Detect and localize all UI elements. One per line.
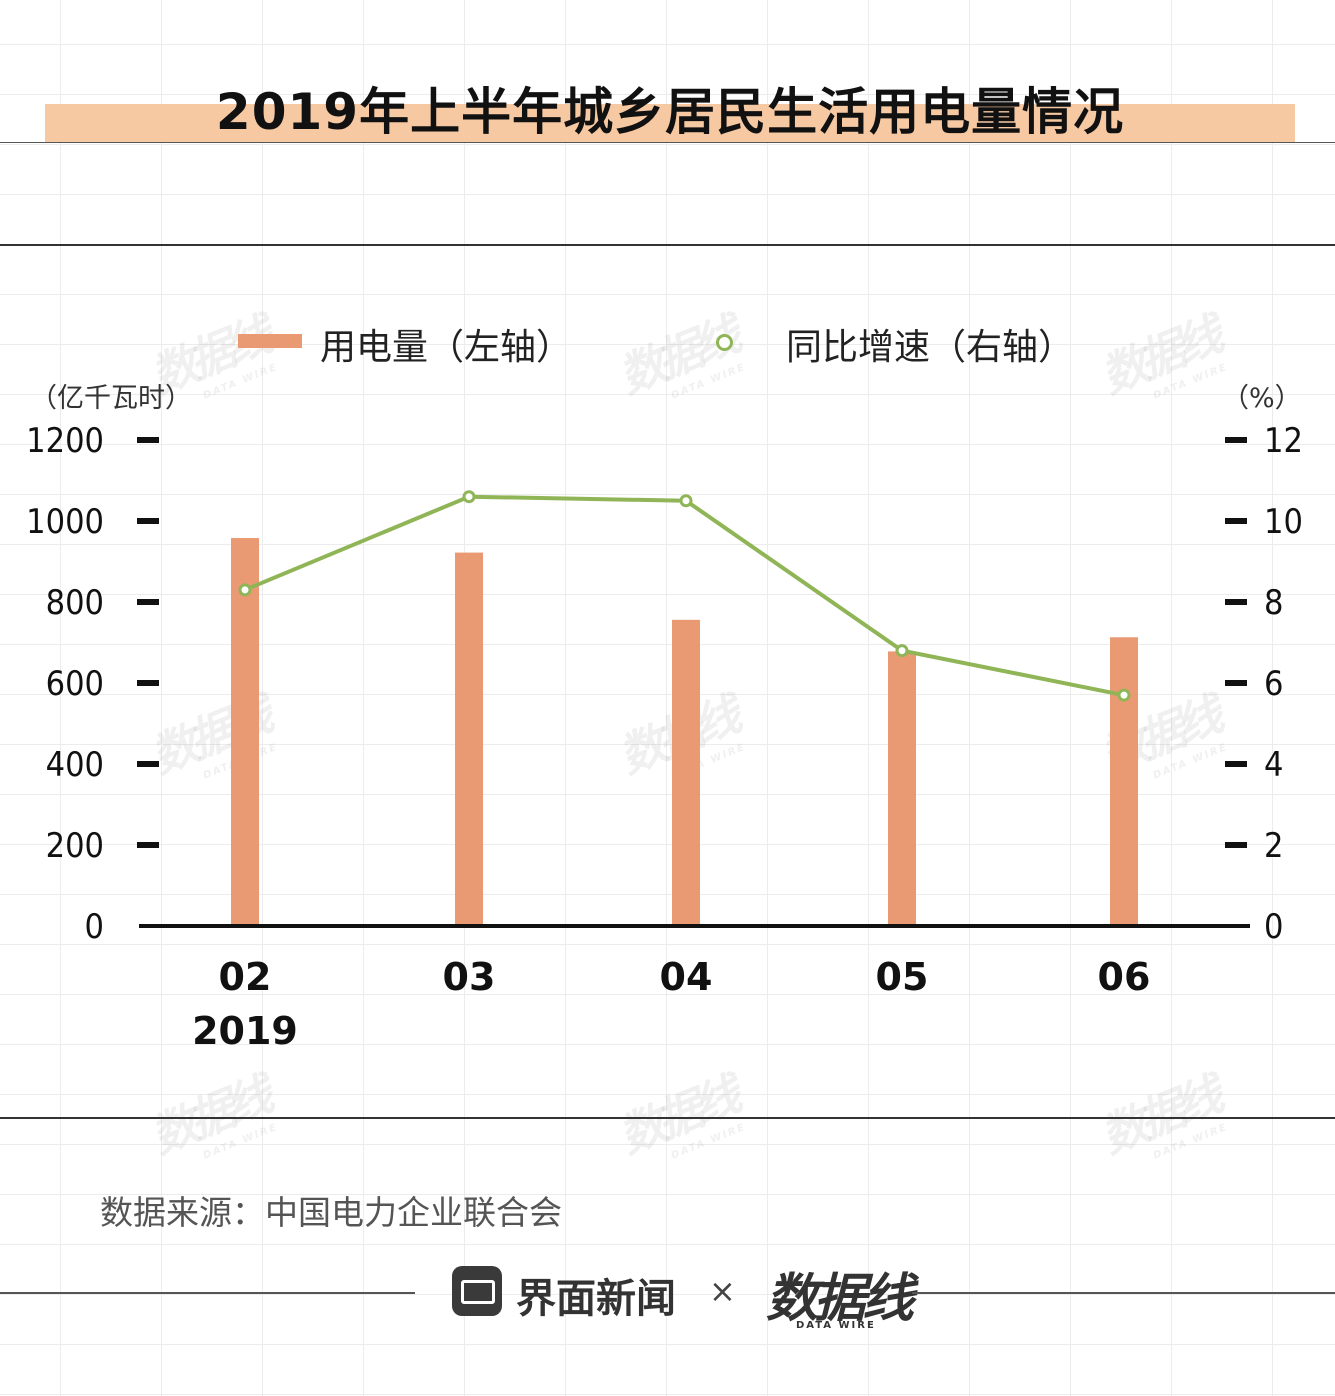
legend-line-marker — [716, 334, 733, 351]
left-axis-unit: （亿千瓦时） — [30, 383, 192, 414]
brand-datawire-logo: 数据线 — [766, 1269, 914, 1329]
footer-line-right — [912, 1292, 1335, 1294]
right-axis-unit: （%） — [1222, 383, 1302, 414]
bar — [672, 619, 700, 926]
bar — [455, 552, 483, 926]
right-tick-label: 2 — [1264, 826, 1283, 866]
bar-series — [231, 538, 1138, 926]
legend-bar-label: 用电量（左轴） — [320, 327, 573, 368]
left-tick-label: 1000 — [26, 502, 104, 542]
data-source: 数据来源：中国电力企业联合会 — [100, 1193, 562, 1232]
x-axis-labels: 02 2019 03 04 05 06 — [192, 955, 1150, 1053]
growth-point — [238, 583, 252, 597]
x-tick-label: 04 — [660, 955, 713, 999]
right-axis: 0 2 4 6 8 10 12 — [1225, 421, 1303, 947]
chart-bottom-divider — [0, 1117, 1335, 1119]
right-tick-label: 12 — [1264, 421, 1303, 461]
bar — [231, 538, 259, 926]
title-highlight — [45, 104, 1295, 142]
left-tick-label: 0 — [85, 907, 104, 947]
growth-point — [895, 644, 909, 658]
footer-line-left — [0, 1292, 415, 1294]
bar — [1110, 637, 1138, 926]
header-divider — [0, 244, 1335, 246]
legend-bar-swatch — [238, 334, 302, 348]
brand-datawire-sub: DATA WIRE — [796, 1320, 876, 1331]
right-tick-label: 4 — [1264, 745, 1283, 785]
right-tick-label: 8 — [1264, 583, 1283, 623]
x-tick-label: 05 — [876, 955, 929, 999]
growth-point — [1117, 688, 1131, 702]
x-tick-sublabel: 2019 — [192, 1009, 298, 1053]
growth-point — [679, 494, 693, 508]
bar — [888, 651, 916, 926]
left-tick-label: 1200 — [26, 421, 104, 461]
right-tick-label: 6 — [1264, 664, 1283, 704]
legend-line-label: 同比增速（右轴） — [786, 327, 1075, 368]
right-tick-label: 0 — [1264, 907, 1283, 947]
left-tick-label: 600 — [46, 664, 104, 704]
x-tick-label: 03 — [443, 955, 496, 999]
left-tick-label: 200 — [46, 826, 104, 866]
x-tick-label: 06 — [1098, 955, 1151, 999]
left-tick-label: 400 — [46, 745, 104, 785]
left-axis: 0 200 400 600 800 1000 1200 — [26, 421, 159, 947]
line-series — [238, 490, 1131, 702]
jiemian-logo-icon — [452, 1266, 502, 1316]
top-divider — [0, 142, 1335, 143]
right-tick-label: 10 — [1264, 502, 1303, 542]
chart-title: 2019年上半年城乡居民生活用电量情况 — [215, 83, 1125, 141]
left-tick-label: 800 — [46, 583, 104, 623]
growth-point — [462, 490, 476, 504]
brand-jiemian: 界面新闻 — [516, 1276, 676, 1322]
x-tick-label: 02 — [219, 955, 272, 999]
brand-separator: × — [709, 1272, 736, 1310]
